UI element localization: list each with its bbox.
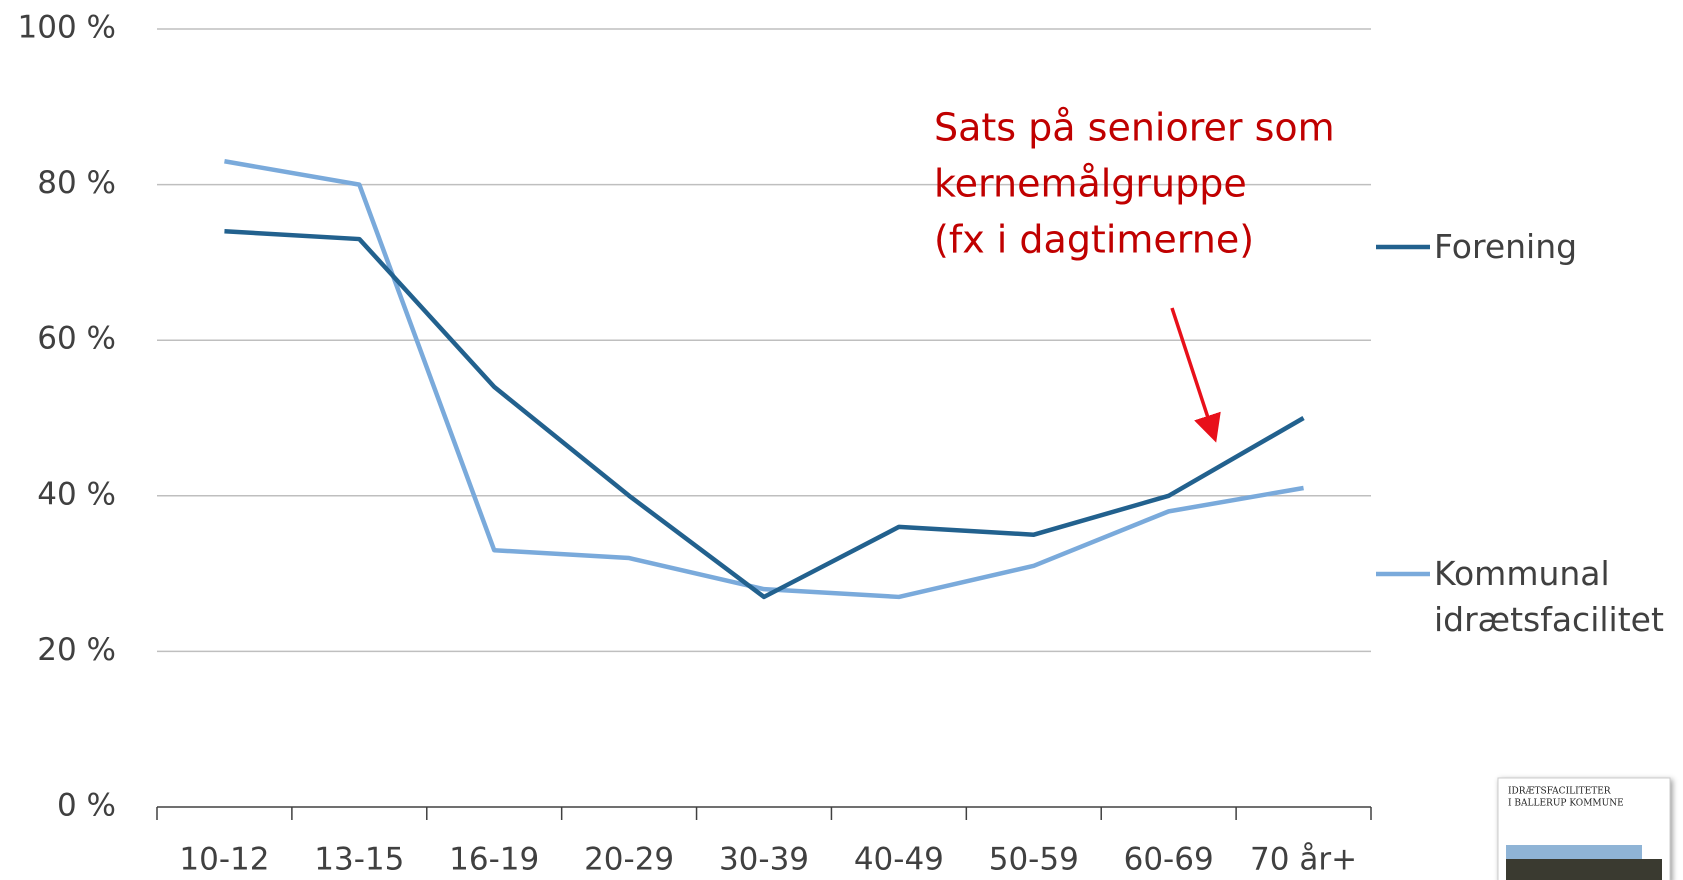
legend-label: Kommunal idrætsfacilitet: [1434, 551, 1674, 643]
legend-label: Forening: [1434, 224, 1674, 270]
thumbnail-photo: [1506, 859, 1662, 880]
series-line: [224, 231, 1303, 597]
y-tick-label: 40 %: [37, 476, 116, 512]
x-tick-label: 50-59: [989, 842, 1079, 878]
x-tick-label: 13-15: [314, 842, 404, 878]
chart: 0 % 20 % 40 % 60 % 80 % 100 % 10-12 13-15 16-19 2…: [0, 0, 1683, 880]
thumbnail-title: IDRÆTSFACILITETER: [1508, 787, 1611, 797]
x-tick-label: 20-29: [584, 842, 674, 878]
annotation-arrow: [1172, 308, 1214, 436]
x-tick-label: 10-12: [179, 842, 269, 878]
x-tick-label: 60-69: [1124, 842, 1214, 878]
x-tick-label: 16-19: [449, 842, 539, 878]
x-tick-label: 40-49: [854, 842, 944, 878]
y-tick-label: 80 %: [37, 165, 116, 201]
y-tick-label: 20 %: [37, 632, 116, 668]
x-tick-label: 30-39: [719, 842, 809, 878]
y-tick-label: 60 %: [37, 321, 116, 357]
annotation: kernemålgruppe: [934, 162, 1247, 206]
x-tick-label: 70 år+: [1250, 842, 1357, 878]
y-tick-label: 100 %: [18, 10, 116, 46]
annotation: (fx i dagtimerne): [934, 218, 1254, 262]
thumbnail-title: I BALLERUP KOMMUNE: [1508, 799, 1624, 809]
thumbnail-band: [1506, 845, 1642, 859]
thumbnail: IDRÆTSFACILITETER I BALLERUP KOMMUNE: [1498, 778, 1670, 880]
y-tick-label: 0 %: [57, 788, 116, 824]
page: 0 % 20 % 40 % 60 % 80 % 100 % 10-12 13-15 16-19 2…: [0, 0, 1683, 880]
annotation: Sats på seniorer som: [934, 106, 1335, 150]
